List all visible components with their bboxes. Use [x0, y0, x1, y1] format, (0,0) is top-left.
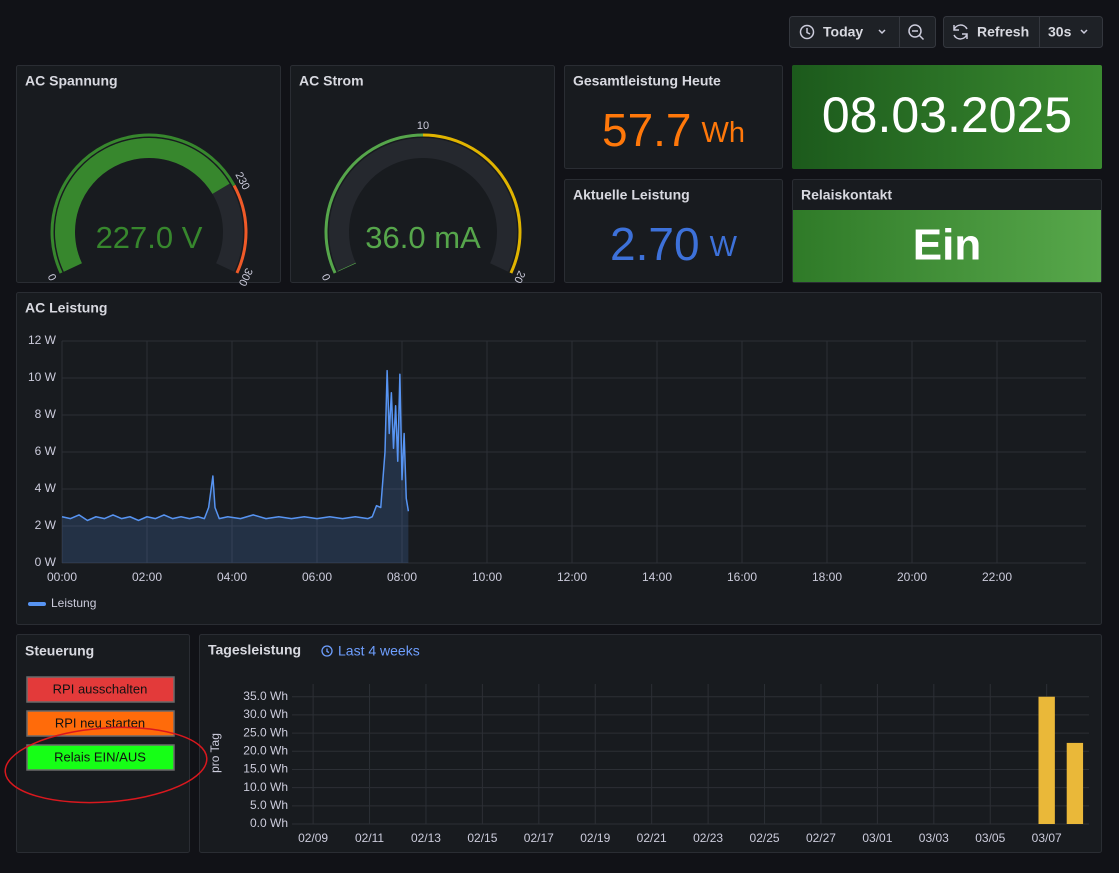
- stat-number: 57.7: [602, 104, 692, 156]
- gauge-value-label: 227.0 V: [96, 220, 203, 255]
- x-tick-label: 02/23: [693, 831, 723, 845]
- y-tick-label: 10 W: [28, 370, 57, 384]
- x-tick-label: 06:00: [302, 570, 332, 584]
- x-tick-label: 02/17: [524, 831, 554, 845]
- x-tick-label: 12:00: [557, 570, 587, 584]
- x-tick-label: 04:00: [217, 570, 247, 584]
- bar: [1067, 743, 1083, 824]
- panel-title: Gesamtleistung Heute: [573, 73, 721, 89]
- panel-title: Relaiskontakt: [801, 187, 892, 203]
- x-tick-label: 03/03: [919, 831, 949, 845]
- y-tick-label: 0.0 Wh: [250, 816, 288, 830]
- x-tick-label: 08:00: [387, 570, 417, 584]
- x-tick-label: 00:00: [47, 570, 77, 584]
- y-tick-label: 15.0 Wh: [243, 762, 288, 776]
- button-label[interactable]: Relais EIN/AUS: [54, 749, 146, 764]
- gauge-tick-label: 10: [417, 120, 429, 132]
- x-tick-label: 22:00: [982, 570, 1012, 584]
- y-tick-label: 25.0 Wh: [243, 725, 288, 739]
- panel-title: Tagesleistung: [208, 642, 301, 658]
- x-tick-label: 03/05: [975, 831, 1005, 845]
- x-tick-label: 16:00: [727, 570, 757, 584]
- x-tick-label: 20:00: [897, 570, 927, 584]
- relay-state: Ein: [913, 221, 981, 270]
- y-tick-label: 2 W: [35, 518, 57, 532]
- y-tick-label: 6 W: [35, 444, 57, 458]
- stat-unit: W: [710, 231, 738, 263]
- time-range[interactable]: Today: [823, 24, 863, 40]
- y-tick-label: 8 W: [35, 407, 57, 421]
- x-tick-label: 02/25: [750, 831, 780, 845]
- panel-title: AC Strom: [299, 73, 364, 89]
- stat-number: 2.70: [610, 218, 700, 270]
- x-tick-label: 02/19: [580, 831, 610, 845]
- panel-subtitle: Last 4 weeks: [338, 643, 420, 659]
- x-tick-label: 02/11: [355, 831, 384, 845]
- refresh-interval[interactable]: 30s: [1048, 24, 1072, 40]
- button-label[interactable]: RPI ausschalten: [53, 681, 148, 696]
- panel-title: AC Spannung: [25, 73, 118, 89]
- controls-panel: [17, 635, 190, 853]
- y-tick-label: 5.0 Wh: [250, 798, 288, 812]
- x-tick-label: 02/09: [298, 831, 328, 845]
- x-tick-label: 02:00: [132, 570, 162, 584]
- date-value: 08.03.2025: [822, 87, 1072, 143]
- y-tick-label: 20.0 Wh: [243, 743, 288, 757]
- y-axis-label: pro Tag: [208, 733, 222, 773]
- x-tick-label: 03/07: [1032, 831, 1062, 845]
- panel-title: AC Leistung: [25, 300, 107, 316]
- x-tick-label: 02/27: [806, 831, 836, 845]
- stat-unit: Wh: [702, 117, 746, 149]
- y-tick-label: 0 W: [35, 555, 57, 569]
- x-tick-label: 10:00: [472, 570, 502, 584]
- x-tick-label: 18:00: [812, 570, 842, 584]
- panel: [200, 635, 1102, 853]
- x-tick-label: 03/01: [862, 831, 892, 845]
- x-tick-label: 02/15: [467, 831, 497, 845]
- bar: [1038, 697, 1054, 824]
- refresh-button[interactable]: Refresh: [977, 24, 1029, 40]
- panel-title: Steuerung: [25, 643, 94, 659]
- y-tick-label: 4 W: [35, 481, 57, 495]
- x-tick-label: 02/13: [411, 831, 441, 845]
- gauge-value-label: 36.0 mA: [365, 220, 481, 255]
- x-tick-label: 14:00: [642, 570, 672, 584]
- y-tick-label: 12 W: [28, 333, 57, 347]
- legend-label: Leistung: [51, 596, 96, 610]
- panel-title: Aktuelle Leistung: [573, 187, 690, 203]
- y-tick-label: 35.0 Wh: [243, 689, 288, 703]
- y-tick-label: 10.0 Wh: [243, 780, 288, 794]
- x-tick-label: 02/21: [637, 831, 667, 845]
- y-tick-label: 30.0 Wh: [243, 707, 288, 721]
